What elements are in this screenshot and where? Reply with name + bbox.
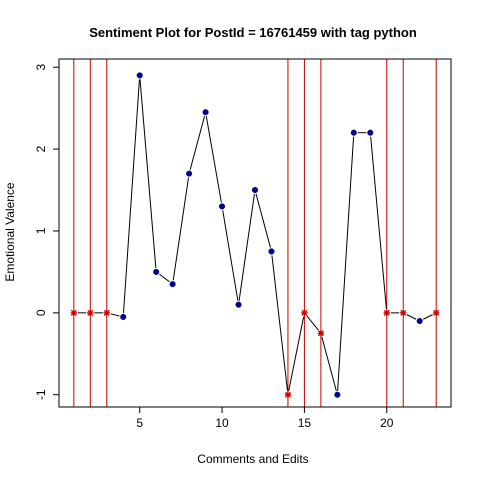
- comment-point-9: [202, 109, 209, 116]
- edit-point-2: [87, 309, 94, 317]
- line-segment-14: [288, 316, 305, 391]
- comment-point-19: [367, 129, 374, 136]
- comment-point-11: [235, 301, 242, 308]
- line-segment-15: [306, 315, 319, 331]
- line-segment-13: [271, 255, 288, 391]
- x-tick-label-15: 15: [298, 416, 312, 430]
- comment-point-6: [153, 268, 160, 275]
- line-segment-5: [139, 79, 157, 268]
- edit-point-23: [432, 309, 440, 317]
- line-segment-3: [110, 313, 120, 317]
- y-axis-label: Emotional Valence: [3, 182, 17, 281]
- comment-point-12: [251, 186, 259, 194]
- x-tick-label-10: 10: [215, 416, 229, 430]
- edit-lines-group: [73, 59, 437, 407]
- edit-point-1: [70, 309, 78, 317]
- y-tick-label--1: -1: [34, 389, 48, 400]
- line-segment-11: [238, 193, 255, 301]
- comment-point-18: [350, 129, 357, 136]
- y-tick-label-1: 1: [34, 227, 48, 234]
- data-line-group: [77, 79, 433, 391]
- edit-point-20: [383, 309, 390, 317]
- edit-point-14: [284, 391, 292, 398]
- x-tick-label-20: 20: [380, 416, 394, 430]
- line-segment-4: [123, 79, 140, 313]
- edit-point-15: [301, 309, 308, 317]
- line-segment-6: [159, 273, 170, 283]
- comment-point-10: [219, 203, 226, 210]
- line-segment-21: [406, 314, 417, 320]
- comment-point-22: [416, 317, 423, 325]
- line-segment-9: [205, 116, 222, 203]
- edit-point-21: [400, 309, 407, 317]
- x-axis-label: Comments and Edits: [197, 452, 308, 466]
- comment-point-7: [169, 281, 176, 288]
- line-segment-19: [370, 136, 387, 309]
- y-axis: -1 0 1 2 3: [34, 64, 59, 400]
- comment-point-5: [136, 72, 143, 79]
- comment-point-8: [186, 170, 193, 177]
- x-axis: 5 10 15 20: [136, 407, 394, 430]
- line-segment-10: [222, 210, 239, 301]
- edit-point-16: [317, 330, 325, 337]
- y-tick-label-0: 0: [34, 309, 48, 316]
- chart-title: Sentiment Plot for PostId = 16761459 wit…: [89, 25, 417, 40]
- line-segment-12: [255, 193, 271, 248]
- line-segment-16: [321, 337, 337, 391]
- line-segment-17: [337, 136, 355, 391]
- edit-point-3: [103, 309, 110, 317]
- y-tick-label-3: 3: [34, 64, 48, 71]
- line-segment-7: [172, 177, 190, 281]
- line-segment-22: [423, 314, 433, 320]
- comment-point-13: [268, 248, 275, 255]
- plot-frame: [58, 58, 452, 408]
- comment-point-17: [334, 391, 341, 398]
- y-tick-label-2: 2: [34, 145, 48, 152]
- x-tick-label-5: 5: [136, 416, 143, 430]
- comment-point-4: [120, 313, 127, 320]
- line-segment-8: [189, 115, 206, 170]
- markers-group: [70, 72, 440, 398]
